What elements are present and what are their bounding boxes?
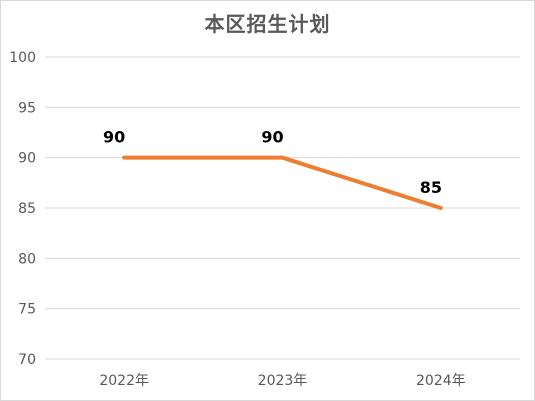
y-tick-label: 70 bbox=[18, 352, 36, 368]
x-tick-label: 2024年 bbox=[416, 373, 466, 389]
x-tick-label: 2022年 bbox=[99, 373, 149, 389]
y-tick-label: 75 bbox=[18, 302, 36, 318]
data-label: 90 bbox=[103, 128, 125, 147]
y-tick-label: 95 bbox=[18, 100, 36, 116]
chart-title: 本区招生计划 bbox=[204, 12, 331, 36]
x-tick-label: 2023年 bbox=[258, 373, 308, 389]
data-label: 85 bbox=[420, 178, 442, 197]
y-tick-label: 85 bbox=[18, 201, 36, 217]
y-tick-label: 90 bbox=[18, 151, 36, 167]
y-tick-label: 100 bbox=[9, 50, 36, 66]
data-label: 90 bbox=[261, 128, 283, 147]
y-tick-label: 80 bbox=[18, 251, 36, 267]
series-line bbox=[122, 155, 443, 210]
